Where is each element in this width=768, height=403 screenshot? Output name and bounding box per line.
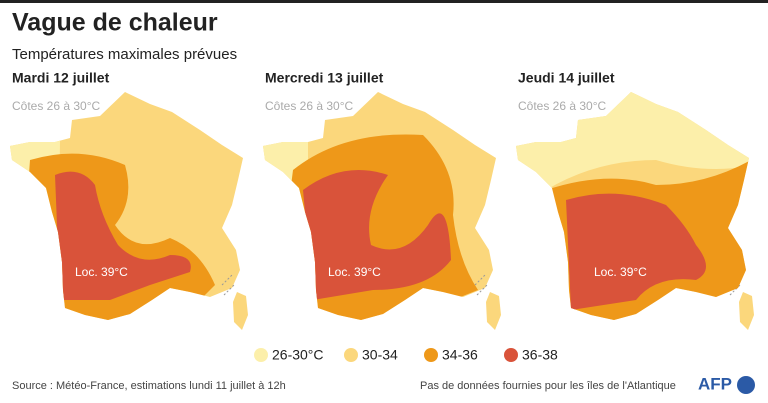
- logo: AFP: [698, 374, 732, 393]
- legend-label: 30-34: [362, 347, 398, 363]
- panel-title: Mardi 12 juillet: [12, 70, 110, 86]
- legend-swatch: [424, 348, 438, 362]
- location-label: Loc. 39°C: [594, 265, 647, 279]
- zone: [303, 170, 451, 300]
- note: Pas de données fournies pour les îles de…: [420, 380, 676, 392]
- legend-swatch: [504, 348, 518, 362]
- panel-title: Mercredi 13 juillet: [265, 70, 384, 86]
- panel-title: Jeudi 14 juillet: [518, 70, 615, 86]
- legend-label: 34-36: [442, 347, 478, 363]
- zone: [566, 193, 706, 310]
- legend-label: 36-38: [522, 347, 558, 363]
- coast-note: Côtes 26 à 30°C: [518, 99, 607, 113]
- subtitle: Températures maximales prévues: [12, 46, 237, 63]
- coast-note: Côtes 26 à 30°C: [12, 99, 101, 113]
- legend-swatch: [344, 348, 358, 362]
- zone: [55, 171, 191, 300]
- title: Vague de chaleur: [12, 9, 218, 37]
- location-label: Loc. 39°C: [75, 265, 128, 279]
- legend-swatch: [254, 348, 268, 362]
- logo-mark: [737, 376, 755, 394]
- legend-label: 26-30°C: [272, 347, 324, 363]
- zone: [263, 140, 308, 300]
- location-label: Loc. 39°C: [328, 265, 381, 279]
- coast-note: Côtes 26 à 30°C: [265, 99, 354, 113]
- legend: 26-30°C 30-34 34-36 36-38: [254, 347, 558, 363]
- source: Source : Météo-France, estimations lundi…: [12, 380, 286, 392]
